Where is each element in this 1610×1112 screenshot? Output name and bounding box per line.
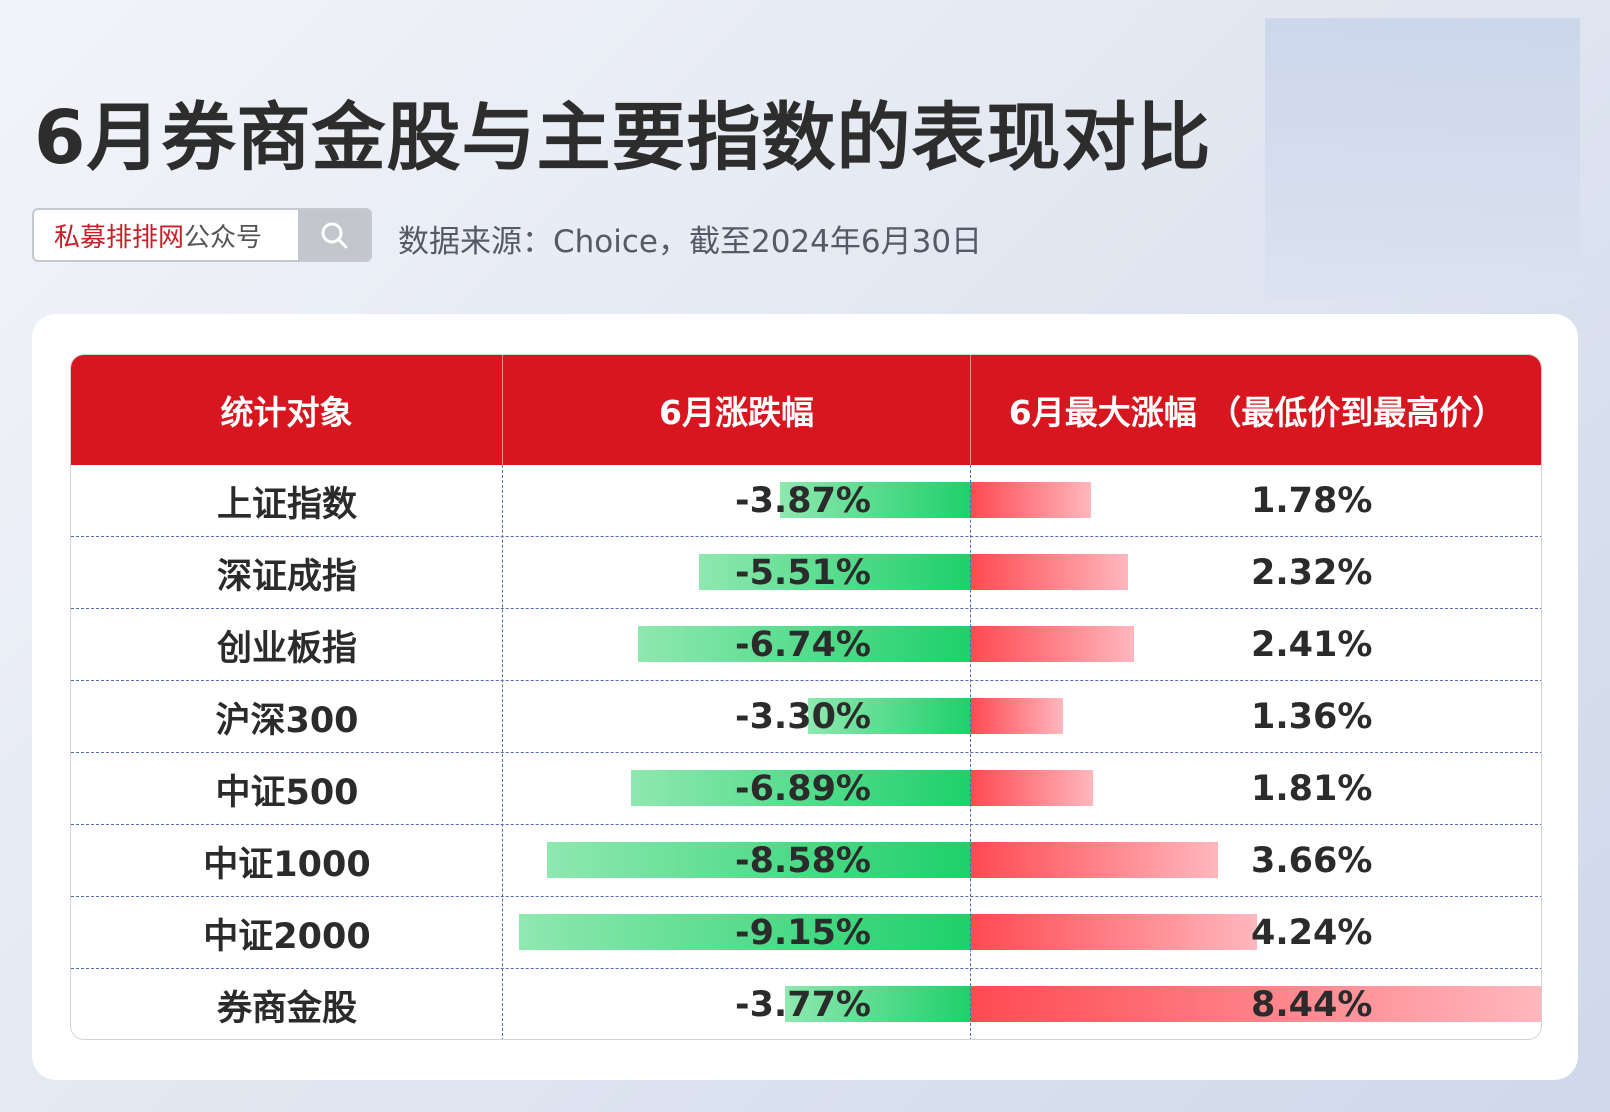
change-bar <box>698 554 971 590</box>
row-name: 沪深300 <box>215 700 359 741</box>
header-subject: 统计对象 <box>71 355 503 465</box>
change-bar <box>784 986 971 1022</box>
table-row: 中证1000 -8.58% 3.66% <box>71 825 1541 897</box>
max-rise-bar <box>971 986 1541 1022</box>
table-row: 券商金股 -3.77% 8.44% <box>71 969 1541 1039</box>
max-rise-bar <box>971 698 1063 734</box>
change-bar <box>519 914 971 950</box>
row-name: 创业板指 <box>216 628 357 669</box>
search-box[interactable]: 私募排排网 公众号 <box>32 208 372 262</box>
change-label: -6.74% <box>735 625 871 665</box>
max-rise-bar <box>971 554 1128 590</box>
search-button[interactable] <box>298 210 370 260</box>
max-rise-bar <box>971 482 1092 518</box>
data-source: 数据来源：Choice，截至2024年6月30日 <box>398 224 983 260</box>
search-suffix: 公众号 <box>184 222 263 253</box>
row-name: 券商金股 <box>216 988 357 1029</box>
change-bar <box>807 698 971 734</box>
search-text: 私募排排网 公众号 <box>34 210 298 260</box>
row-name: 中证1000 <box>203 844 371 885</box>
table-body: 上证指数 -3.87% 1.78% 深证成指 -5.51% 2.32% 创业板指 -6.74%… <box>71 465 1541 1039</box>
comparison-table: 统计对象 6月涨跌幅 6月最大涨幅 （最低价到最高价） 上证指数 -3.87% 1.… <box>70 354 1542 1040</box>
max-rise-label: 1.78% <box>1251 481 1373 521</box>
column-divider <box>970 465 971 1039</box>
change-label: -3.30% <box>735 697 871 737</box>
header-max-rise: 6月最大涨幅 （最低价到最高价） <box>1008 393 1506 432</box>
max-rise-label: 2.32% <box>1251 553 1373 593</box>
search-icon <box>321 222 348 249</box>
table-row: 上证指数 -3.87% 1.78% <box>71 465 1541 537</box>
table-header: 统计对象 6月涨跌幅 6月最大涨幅 （最低价到最高价） <box>71 355 1541 465</box>
change-bar <box>547 842 971 878</box>
max-rise-label: 4.24% <box>1251 913 1373 953</box>
max-rise-bar <box>971 842 1219 878</box>
row-name: 深证成指 <box>216 556 357 597</box>
table-row: 创业板指 -6.74% 2.41% <box>71 609 1541 681</box>
table-row: 深证成指 -5.51% 2.32% <box>71 537 1541 609</box>
search-brand: 私募排排网 <box>54 222 185 253</box>
max-rise-label: 8.44% <box>1251 985 1373 1025</box>
change-label: -3.77% <box>735 985 871 1025</box>
change-bar <box>638 626 971 662</box>
change-bar <box>779 482 971 518</box>
max-rise-bar <box>971 770 1094 806</box>
change-label: -6.89% <box>735 769 871 809</box>
max-rise-label: 1.81% <box>1251 769 1373 809</box>
row-name: 中证500 <box>215 772 359 813</box>
change-label: -5.51% <box>735 553 871 593</box>
change-bar <box>630 770 971 806</box>
max-rise-label: 3.66% <box>1251 841 1373 881</box>
change-label: -9.15% <box>735 913 871 953</box>
max-rise-label: 1.36% <box>1251 697 1373 737</box>
row-name: 上证指数 <box>216 484 357 525</box>
max-rise-bar <box>971 626 1134 662</box>
table-row: 中证2000 -9.15% 4.24% <box>71 897 1541 969</box>
column-divider <box>502 465 503 1039</box>
max-rise-bar <box>971 914 1258 950</box>
header-change: 6月涨跌幅 <box>503 355 971 465</box>
page-title: 6月券商金股与主要指数的表现对比 <box>34 95 1212 181</box>
row-name: 中证2000 <box>203 916 371 957</box>
table-row: 中证500 -6.89% 1.81% <box>71 753 1541 825</box>
change-label: -8.58% <box>735 841 871 881</box>
max-rise-label: 2.41% <box>1251 625 1373 665</box>
change-label: -3.87% <box>735 481 871 521</box>
table-row: 沪深300 -3.30% 1.36% <box>71 681 1541 753</box>
background-decoration <box>1265 18 1580 298</box>
